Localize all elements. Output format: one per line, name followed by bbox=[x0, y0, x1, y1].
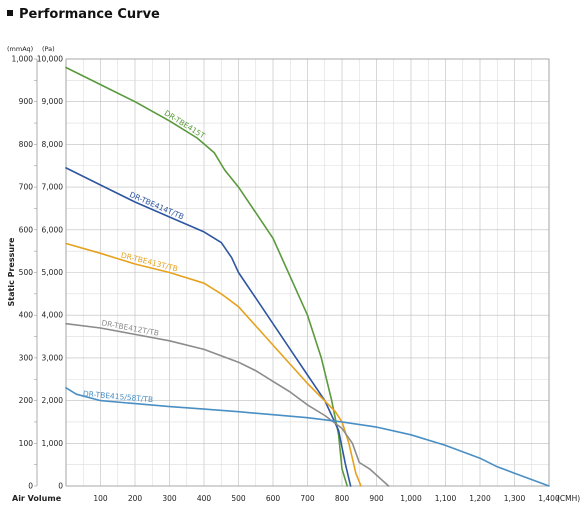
chart-title: Performance Curve bbox=[19, 7, 160, 22]
y-tick-label-mm: 100 bbox=[19, 439, 34, 448]
x-tick-label: 1,000 bbox=[400, 494, 422, 503]
plot-frame bbox=[65, 58, 550, 487]
x-tick-label: 400 bbox=[197, 494, 212, 503]
x-tick-label: 900 bbox=[369, 494, 384, 503]
y-tick-label-mm: 400 bbox=[19, 311, 34, 320]
y-tick-label-pa: 3,000 bbox=[42, 353, 64, 362]
x-tick-label: 500 bbox=[231, 494, 246, 503]
x-tick-label: 200 bbox=[128, 494, 143, 503]
y-tick-label-mm: 0 bbox=[28, 482, 33, 491]
y-tick-label-pa: 9,000 bbox=[42, 97, 64, 106]
y-tick-label-pa: 1,000 bbox=[42, 439, 64, 448]
series-label: DR-TBE412T/TB bbox=[101, 318, 160, 337]
y-tick-label-pa: 4,000 bbox=[42, 311, 64, 320]
y-unit-pa: (Pa) bbox=[42, 45, 55, 53]
y-axis-title: Static Pressure bbox=[7, 237, 16, 306]
x-tick-label: 600 bbox=[266, 494, 281, 503]
y-tick-label-pa: 10,000 bbox=[37, 55, 63, 64]
series-group bbox=[65, 66, 550, 487]
y-tick-label-mm: 900 bbox=[19, 97, 34, 106]
series-line bbox=[65, 242, 362, 487]
y-tick-label-mm: 500 bbox=[19, 268, 34, 277]
series-line bbox=[65, 167, 352, 487]
series-line bbox=[65, 386, 550, 487]
x-tick-label: 700 bbox=[300, 494, 315, 503]
y-tick-label-pa: 6,000 bbox=[42, 225, 64, 234]
y-ticks: 0 100 200 300 400 500 600 700 800 900 1,000 0 1,000 2… bbox=[12, 55, 64, 491]
title-marker bbox=[7, 10, 13, 16]
series-label: DR-TBE414T/TB bbox=[128, 190, 185, 221]
series-line bbox=[65, 66, 349, 487]
y-tick-label-mm: 300 bbox=[19, 353, 34, 362]
y-tick-label-mm: 600 bbox=[19, 225, 34, 234]
y-tick-label-pa: 7,000 bbox=[42, 183, 64, 192]
y-tick-label-mm: 1,000 bbox=[12, 55, 34, 64]
x-tick-label: 100 bbox=[93, 494, 108, 503]
x-ticks: 100 200 300 400 500 600 700 800 900 1,000 1,100 1,2… bbox=[93, 494, 560, 503]
y-unit-mm: (mmAq) bbox=[7, 45, 33, 53]
series-line bbox=[65, 322, 390, 487]
y-tick-label-mm: 200 bbox=[19, 396, 34, 405]
y-tick-label-pa: 2,000 bbox=[42, 396, 64, 405]
y-tick-label-pa: 8,000 bbox=[42, 140, 64, 149]
x-tick-label: 1,100 bbox=[435, 494, 457, 503]
x-tick-label: 300 bbox=[162, 494, 177, 503]
y-tick-label-pa: 0 bbox=[58, 482, 63, 491]
x-tick-label: 1,400 bbox=[538, 494, 560, 503]
y-tick-label-mm: 700 bbox=[19, 183, 34, 192]
x-tick-label: 1,200 bbox=[469, 494, 491, 503]
grid bbox=[34, 58, 550, 487]
series-labels: DR-TBE415TDR-TBE414T/TBDR-TBE413T/TBDR-T… bbox=[83, 108, 207, 404]
x-axis-title: Air Volume bbox=[12, 494, 62, 503]
y-tick-label-pa: 5,000 bbox=[42, 268, 64, 277]
x-tick-label: 1,300 bbox=[504, 494, 526, 503]
x-unit: (CMH) bbox=[557, 494, 580, 503]
x-tick-label: 800 bbox=[335, 494, 350, 503]
y-tick-label-mm: 800 bbox=[19, 140, 34, 149]
